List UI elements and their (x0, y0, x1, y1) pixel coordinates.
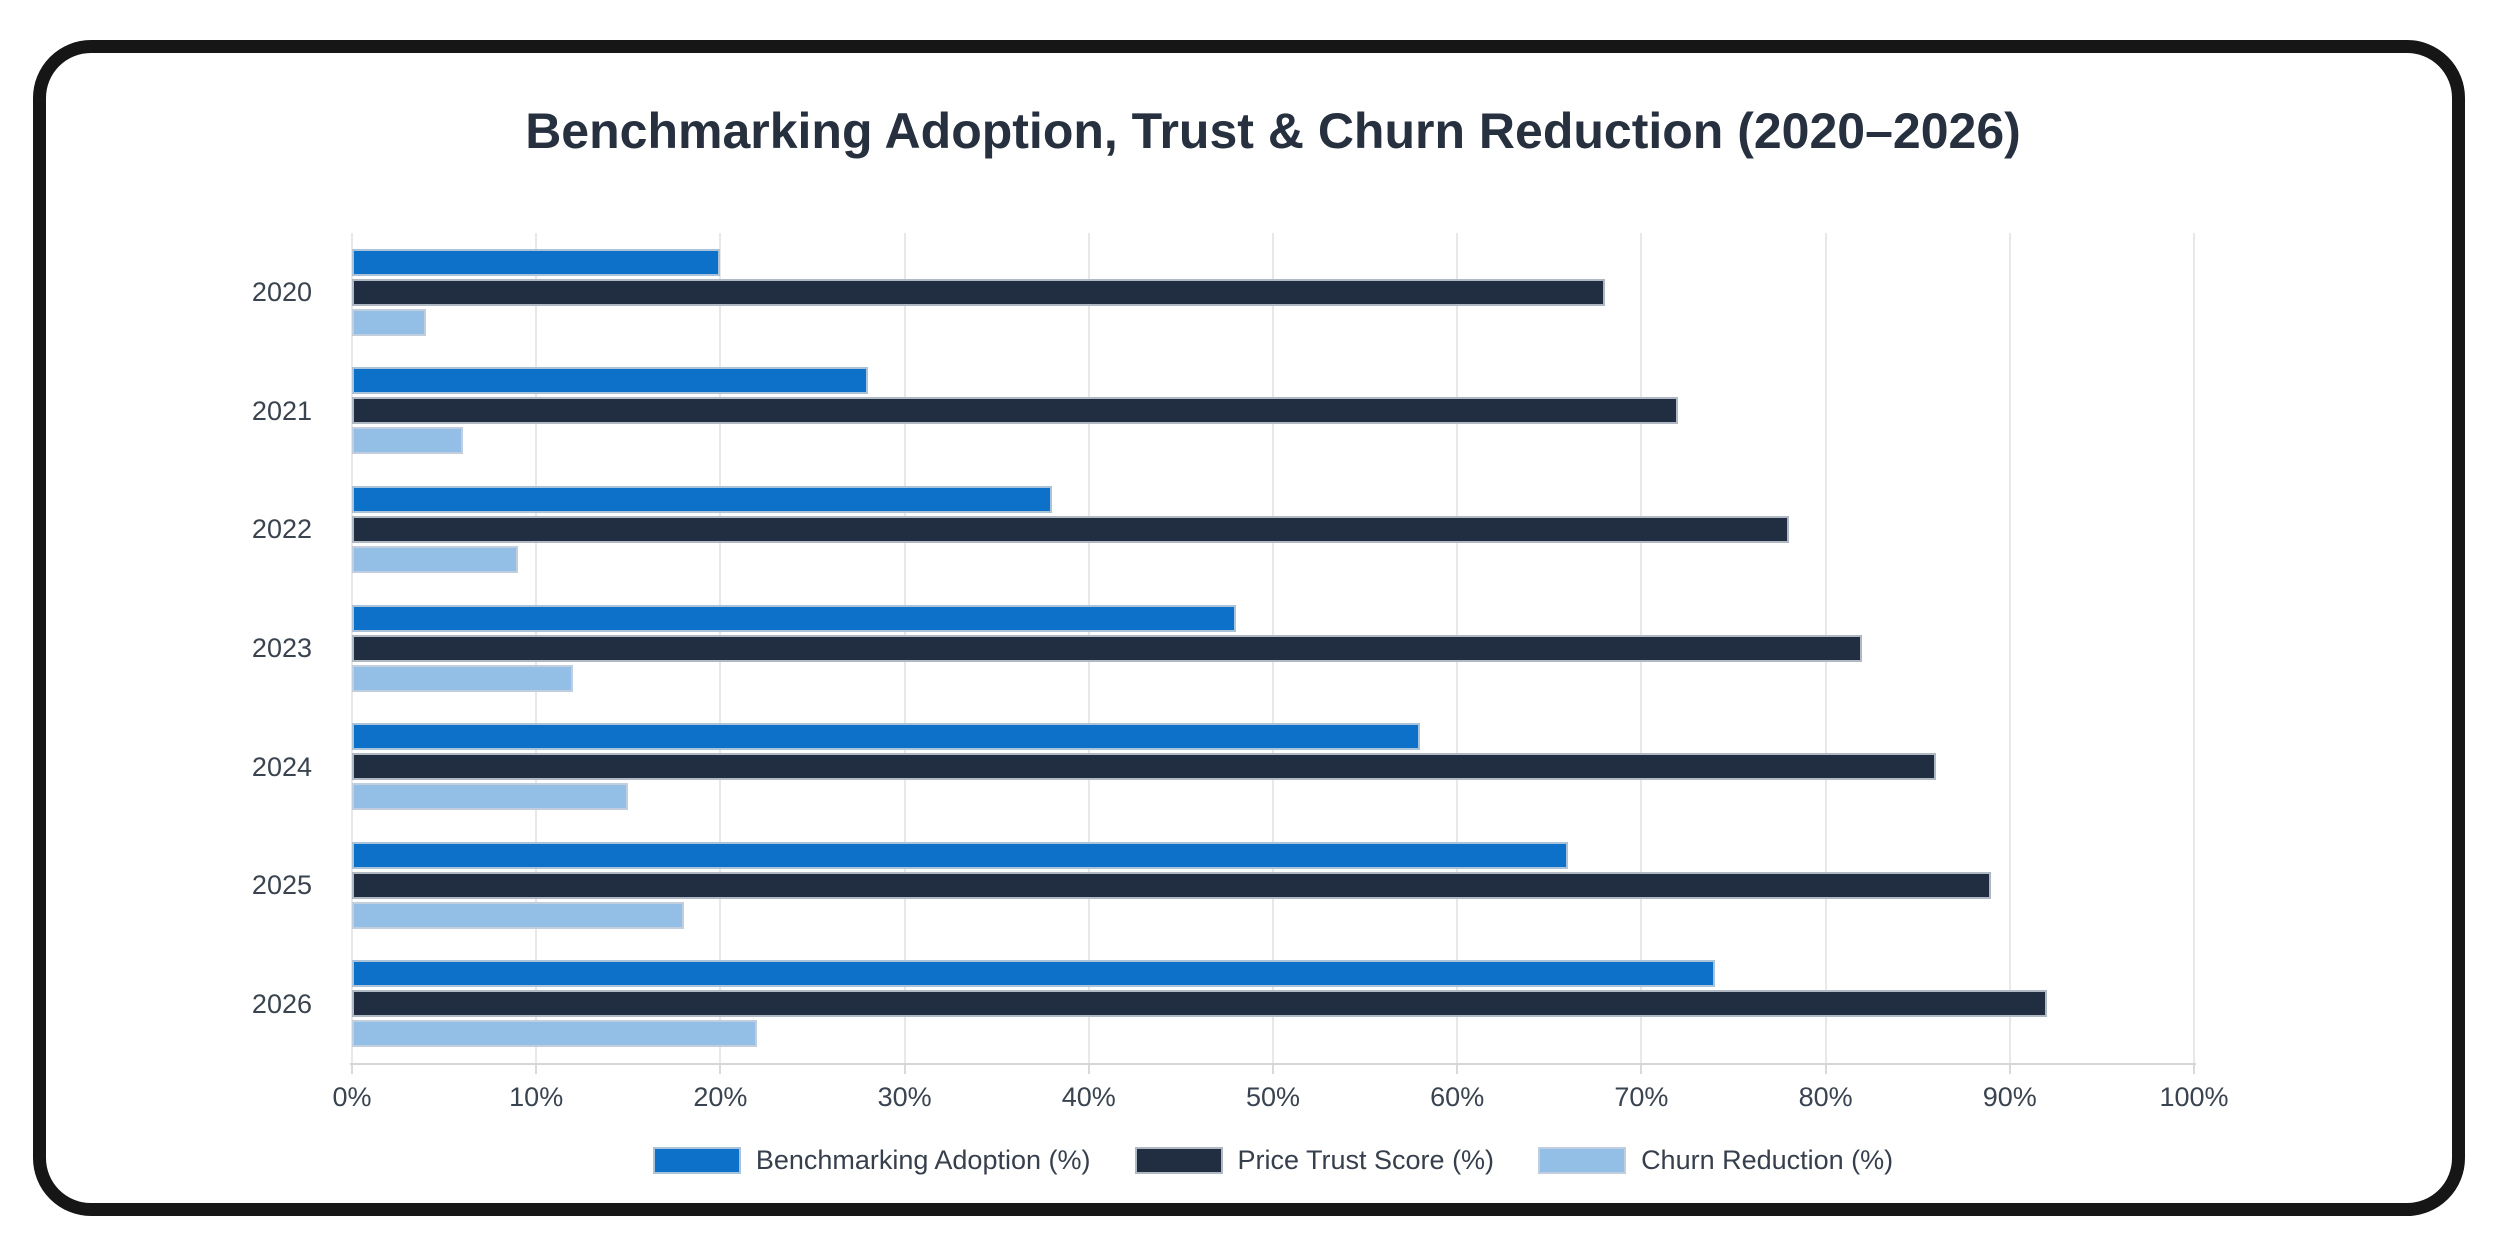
x-tick-label: 10% (509, 1082, 564, 1112)
bar (352, 427, 463, 455)
bar (352, 901, 684, 929)
y-tick-label: 2023 (251, 633, 312, 663)
legend: Benchmarking Adoption (%) Price Trust Sco… (352, 1143, 2194, 1177)
bar (352, 604, 1237, 632)
plot-area (350, 233, 2196, 1074)
bar (352, 753, 1937, 781)
x-tick-label: 30% (877, 1082, 932, 1112)
axis-tick (2193, 1063, 2195, 1074)
legend-item[interactable]: Churn Reduction (%) (1538, 1145, 1893, 1176)
bar (352, 515, 1789, 543)
axis-tick (1272, 1063, 1274, 1074)
x-tick-label: 80% (1798, 1082, 1853, 1112)
axis-tick (1456, 1063, 1459, 1074)
x-tick-label: 50% (1245, 1082, 1301, 1112)
x-tick-label: 0% (332, 1082, 372, 1112)
chart-title: Benchmarking Adoption, Trust & Churn Red… (525, 103, 2021, 159)
bar (352, 960, 1716, 988)
bar (352, 634, 1863, 662)
x-tick-label: 90% (1982, 1082, 2037, 1112)
y-tick-label: 2020 (251, 277, 312, 308)
bar (352, 783, 629, 811)
legend-label: Churn Reduction (%) (1641, 1144, 1894, 1175)
legend-label: Price Trust Score (%) (1237, 1144, 1495, 1175)
axis-tick (1824, 1063, 1827, 1074)
gridline (2193, 233, 2195, 1063)
x-tick-label: 20% (693, 1082, 748, 1112)
bar (352, 367, 868, 395)
bar (352, 545, 518, 573)
x-tick-label: 70% (1614, 1082, 1669, 1112)
axis-tick (903, 1063, 906, 1074)
axis-tick (535, 1063, 538, 1074)
bar (352, 841, 1568, 869)
bar (352, 397, 1679, 425)
x-axis-labels: 0% 10% 20% 30% 40% 50% 60% 70% 80% 90% 100% (332, 1082, 2228, 1114)
y-tick-label: 2022 (251, 514, 312, 545)
legend-swatch (652, 1146, 741, 1174)
axis-tick (1087, 1063, 1090, 1074)
bar (352, 248, 721, 276)
legend-item[interactable]: Benchmarking Adoption (%) (652, 1144, 1091, 1176)
axis-tick (1640, 1063, 1643, 1074)
x-tick-label: 40% (1061, 1082, 1116, 1112)
y-tick-label: 2025 (251, 870, 312, 901)
x-tick-label: 100% (2159, 1082, 2229, 1112)
legend-item[interactable]: Price Trust Score (%) (1134, 1144, 1495, 1176)
bar (352, 664, 574, 692)
axis-tick (351, 1063, 353, 1074)
x-axis-line (350, 1063, 2196, 1065)
bar (352, 308, 426, 336)
legend-swatch (1134, 1146, 1223, 1174)
bar (352, 871, 1992, 899)
legend-swatch (1538, 1146, 1627, 1174)
bar (352, 278, 1605, 306)
axis-tick (2008, 1063, 2011, 1074)
bar (352, 1020, 758, 1048)
bar (352, 485, 1052, 513)
legend-label: Benchmarking Adoption (%) (755, 1144, 1091, 1175)
bar (352, 723, 1421, 751)
gridline (2008, 233, 2011, 1063)
y-tick-label: 2024 (251, 751, 312, 782)
axis-tick (719, 1063, 722, 1074)
bar (352, 990, 2047, 1018)
y-tick-label: 2021 (251, 395, 312, 426)
y-axis-labels: 2020 2021 2022 2023 2024 2025 2026 (140, 233, 332, 1063)
x-tick-label: 60% (1430, 1082, 1485, 1112)
y-tick-label: 2026 (251, 988, 312, 1019)
